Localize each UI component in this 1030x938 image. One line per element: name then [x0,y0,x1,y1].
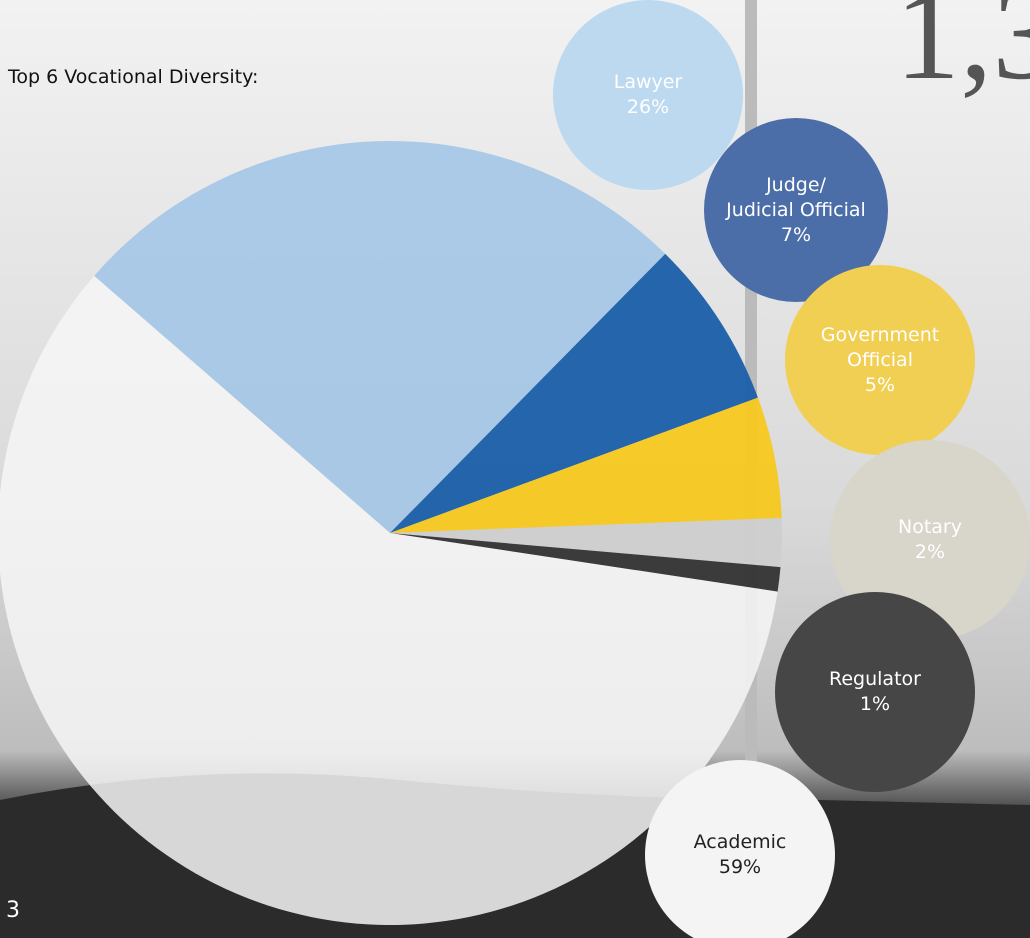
value-label: 5% [865,373,895,398]
value-label: 26% [627,95,669,120]
value-label: 1% [860,692,890,717]
category-label: Judge/ Judicial Official [726,173,866,223]
category-label: Notary [898,515,962,540]
headline: 1,3 [895,0,1030,110]
chart-title: Top 6 Vocational Diversity: [8,66,258,88]
value-label: 7% [781,223,811,248]
category-label: Government Official [821,323,940,373]
category-label: Academic [694,830,787,855]
value-label: 2% [915,540,945,565]
page: 1,3 Top 6 Vocational Diversity: Lawyer26… [0,0,1030,938]
page-number: 3 [6,898,20,923]
category-label: Regulator [829,667,921,692]
category-label: Lawyer [614,70,683,95]
value-label: 59% [719,855,761,880]
